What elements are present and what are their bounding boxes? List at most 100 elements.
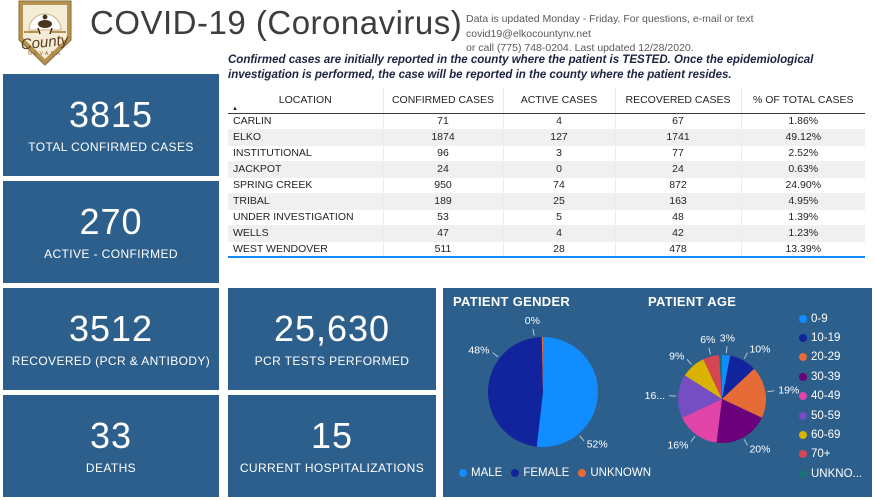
value-cell: 48 (615, 209, 742, 226)
table-row-wells[interactable]: WELLS 47 4 42 1.23% (228, 225, 865, 242)
pie-data-label-male: 52% (587, 439, 608, 451)
legend-label: 20-29 (811, 351, 841, 364)
legend-item-unknown[interactable]: UNKNOWN (578, 467, 651, 479)
page-title: COVID-19 (Coronavirus) (90, 4, 463, 41)
legend-item-0-9[interactable]: 0-9 (799, 309, 862, 328)
value-cell: 25 (503, 193, 616, 210)
update-info: Data is updated Monday - Friday. For que… (466, 12, 874, 56)
legend-item-20-29[interactable]: 20-29 (799, 348, 862, 367)
pie-slice-male[interactable] (536, 337, 598, 447)
legend-dot-icon (578, 469, 587, 477)
table-row-jackpot[interactable]: JACKPOT 24 0 24 0.63% (228, 161, 865, 178)
value-cell: 42 (615, 225, 742, 242)
location-cell: WEST WENDOVER (228, 241, 384, 258)
legend-item-30-39[interactable]: 30-39 (799, 367, 862, 386)
pie-slice-70+[interactable] (703, 355, 722, 399)
legend-item-60-69[interactable]: 60-69 (799, 425, 862, 444)
pie-data-label-30-39: 20% (749, 443, 770, 455)
pie-slice-30-39[interactable] (716, 399, 762, 443)
table-row-under-investigation[interactable]: UNDER INVESTIGATION 53 5 48 1.39% (228, 209, 865, 226)
pie-slice-unknown[interactable] (541, 337, 543, 392)
pie-slice-10-19[interactable] (722, 355, 755, 399)
value-cell: 950 (383, 177, 504, 194)
legend-label: 70+ (811, 448, 831, 461)
recovered-label: RECOVERED (PCR & ANTIBODY) (11, 353, 211, 368)
location-cell: UNDER INVESTIGATION (228, 209, 384, 226)
card-recovered: 3512 RECOVERED (PCR & ANTIBODY) (3, 288, 219, 390)
value-cell: 3 (503, 145, 616, 162)
location-cell: CARLIN (228, 113, 384, 130)
legend-item-70+[interactable]: 70+ (799, 445, 862, 464)
table-row-carlin[interactable]: CARLIN 71 4 67 1.86% (228, 113, 865, 130)
legend-dot-icon (799, 431, 807, 440)
pie-data-label-20-29: 19% (778, 385, 799, 397)
deaths-label: DEATHS (85, 460, 137, 475)
age-legend: 0-9 10-19 20-29 30-39 40-49 50-59 60-69 70+ UNKN… (799, 309, 862, 484)
table-row-institutional[interactable]: INSTITUTIONAL 96 3 77 2.52% (228, 145, 865, 162)
cases-table: LOCATION ▲ CONFIRMED CASES ACTIVE CASES RECO… (228, 88, 865, 283)
legend-dot-icon (799, 353, 807, 362)
column-header-label: RECOVERED CASES (625, 94, 731, 107)
location-cell: SPRING CREEK (228, 177, 384, 194)
legend-item-50-59[interactable]: 50-59 (799, 406, 862, 425)
pie-slice-40-49[interactable] (682, 399, 722, 443)
column-header-label: % OF TOTAL CASES (752, 94, 854, 107)
table-row-west-wendover[interactable]: WEST WENDOVER 511 28 478 13.39% (228, 241, 865, 258)
pie-slice-female[interactable] (488, 337, 543, 447)
column-header-active-cases[interactable]: ACTIVE CASES (503, 88, 616, 114)
legend-label: UNKNOWN (590, 467, 652, 479)
seal-script-text: County (20, 31, 71, 53)
pie-charts-canvas: 52% 48% 0% 3% 10% 19% 20% 16% 16... 9% 6% (468, 315, 799, 456)
legend-dot-icon (799, 469, 807, 478)
value-cell: 13.39% (741, 241, 865, 258)
label-leader-line (725, 346, 728, 354)
legend-item-male[interactable]: MALE (459, 467, 502, 479)
table-row-elko[interactable]: ELKO 1874 127 1741 49.12% (228, 129, 865, 146)
legend-item-40-49[interactable]: 40-49 (799, 387, 862, 406)
table-row-tribal[interactable]: TRIBAL 189 25 163 4.95% (228, 193, 865, 210)
value-cell: 478 (615, 241, 742, 258)
label-leader-line (579, 435, 585, 442)
table-row-spring-creek[interactable]: SPRING CREEK 950 74 872 24.90% (228, 177, 865, 194)
card-pcr-tests: 25,630 PCR TESTS PERFORMED (228, 288, 436, 390)
column-header-location[interactable]: LOCATION ▲ (228, 88, 384, 114)
legend-label: 0-9 (811, 312, 828, 325)
reporting-disclaimer: Confirmed cases are initially reported i… (228, 54, 814, 81)
legend-label: FEMALE (523, 467, 570, 479)
legend-item-female[interactable]: FEMALE (511, 467, 569, 479)
deaths-value: 33 (89, 414, 133, 456)
column-header-label: CONFIRMED CASES (391, 94, 495, 107)
location-cell: ELKO (228, 129, 384, 146)
value-cell: 1741 (615, 129, 742, 146)
legend-label: 50-59 (811, 409, 841, 422)
pie-data-label-60-69: 9% (669, 351, 684, 363)
column-header-confirmed-cases[interactable]: CONFIRMED CASES (383, 88, 504, 114)
pie-slice-20-29[interactable] (722, 368, 766, 418)
legend-item-unkno[interactable]: UNKNO... (799, 464, 862, 483)
pie-data-label-0-9: 3% (720, 332, 735, 344)
update-info-line2: or call (775) 748-0204. Last updated 12/… (466, 42, 694, 55)
hospitalizations-label: CURRENT HOSPITALIZATIONS (239, 460, 425, 475)
pie-slice-0-9[interactable] (722, 355, 731, 399)
pie-slice-60-69[interactable] (684, 359, 722, 399)
pie-data-label-70+: 6% (700, 334, 715, 346)
value-cell: 24 (615, 161, 742, 178)
legend-dot-icon (799, 411, 807, 420)
card-active-confirmed: 270 ACTIVE - CONFIRMED (3, 181, 219, 283)
value-cell: 71 (383, 113, 504, 130)
horse-legs (37, 27, 53, 35)
pie-data-label-40-49: 16% (667, 440, 688, 452)
column-header-recovered-cases[interactable]: RECOVERED CASES (615, 88, 742, 114)
legend-label: 10-19 (811, 332, 841, 345)
value-cell: 4 (503, 225, 616, 242)
legend-label: 30-39 (811, 370, 841, 383)
pie-slice-50-59[interactable] (678, 375, 722, 418)
pie-data-label-10-19: 10% (749, 344, 770, 356)
column-header-of-total-cases[interactable]: % OF TOTAL CASES (741, 88, 865, 114)
card-deaths: 33 DEATHS (3, 395, 219, 497)
pie-slice-unkno[interactable] (719, 355, 722, 399)
value-cell: 47 (383, 225, 504, 242)
legend-item-10-19[interactable]: 10-19 (799, 328, 862, 347)
active-confirmed-label: ACTIVE - CONFIRMED (44, 246, 178, 261)
card-total-confirmed: 3815 TOTAL CONFIRMED CASES (3, 74, 219, 176)
